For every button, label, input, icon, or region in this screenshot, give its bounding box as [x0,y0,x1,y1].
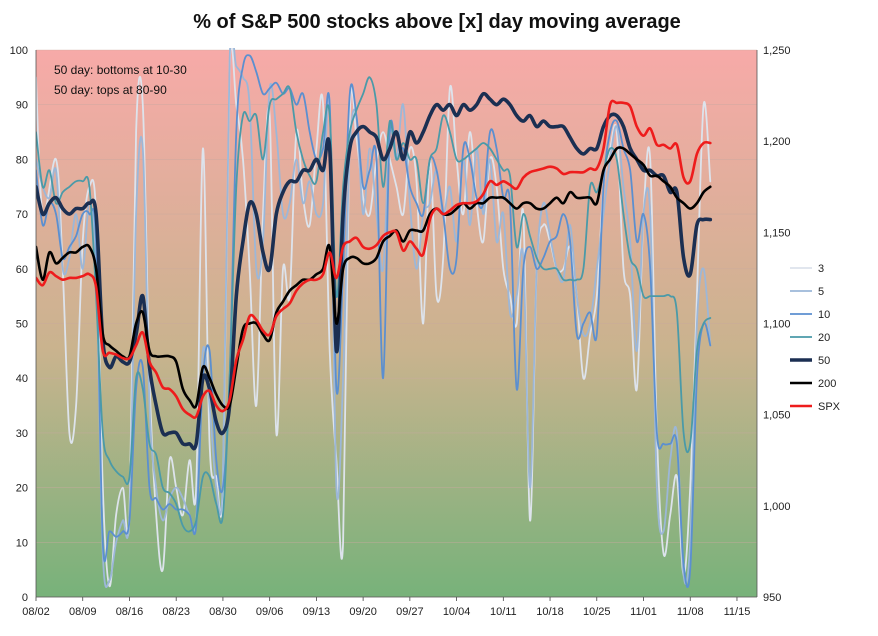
y-left-tick-label: 30 [16,428,28,440]
x-tick-label: 11/08 [677,606,704,618]
x-tick-label: 10/18 [536,606,564,618]
y-left-tick-label: 20 [16,483,28,495]
legend-label-5: 5 [818,286,824,298]
y-left-tick-label: 90 [16,100,28,112]
y-left-tick-label: 60 [16,264,28,276]
series-line-10 [36,54,712,588]
legend-label-50: 50 [818,355,830,367]
y-left-tick-label: 0 [22,592,28,604]
x-tick-label: 11/01 [630,606,657,618]
y-left-tick-label: 80 [16,154,28,166]
x-tick-label: 08/16 [116,606,144,618]
x-tick-label: 09/06 [256,606,284,618]
x-tick-label: 08/23 [162,606,190,618]
x-tick-label: 08/30 [209,606,237,618]
y-right-tick-label: 1,200 [763,136,791,148]
x-tick-label: 11/15 [724,606,751,618]
y-right-tick-label: 950 [763,592,781,604]
y-right-tick-label: 1,050 [763,410,791,422]
y-left-tick-label: 50 [16,319,28,331]
annotation-tops: 50 day: tops at 80-90 [54,83,167,97]
y-left-tick-label: 70 [16,209,28,221]
series-layer [36,48,713,588]
series-line-20 [36,76,712,533]
legend-label-20: 20 [818,332,830,344]
y-left-tick-label: 10 [16,537,28,549]
legend-label-10: 10 [818,309,830,321]
x-tick-label: 09/27 [396,606,424,618]
legend-label-200: 200 [818,378,836,390]
y-right-tick-label: 1,000 [763,501,791,513]
x-tick-label: 10/04 [443,606,471,618]
legend-label-3: 3 [818,263,824,275]
annotation-bottoms: 50 day: bottoms at 10-30 [54,63,187,77]
x-tick-label: 09/20 [349,606,377,618]
y-right-tick-label: 1,250 [763,45,791,57]
x-tick-label: 09/13 [303,606,331,618]
y-left-tick-label: 40 [16,373,28,385]
series-line-spx [36,99,712,419]
legend-label-spx: SPX [818,401,841,413]
x-tick-label: 10/25 [583,606,611,618]
x-tick-label: 10/11 [490,606,517,618]
series-line-200 [36,146,712,411]
axes: 0 10 20 30 40 50 60 70 80 90 100 950 1,000 1,050 1,100… [10,45,791,618]
y-right-tick-label: 1,100 [763,319,791,331]
x-tick-label: 08/09 [69,606,97,618]
y-left-tick-label: 100 [10,45,28,57]
chart-title: % of S&P 500 stocks above [x] day moving… [193,11,681,33]
y-right-tick-label: 1,150 [763,227,791,239]
x-tick-label: 08/02 [22,606,50,618]
legend: 3 5 10 20 50 200 SPX [790,263,841,413]
